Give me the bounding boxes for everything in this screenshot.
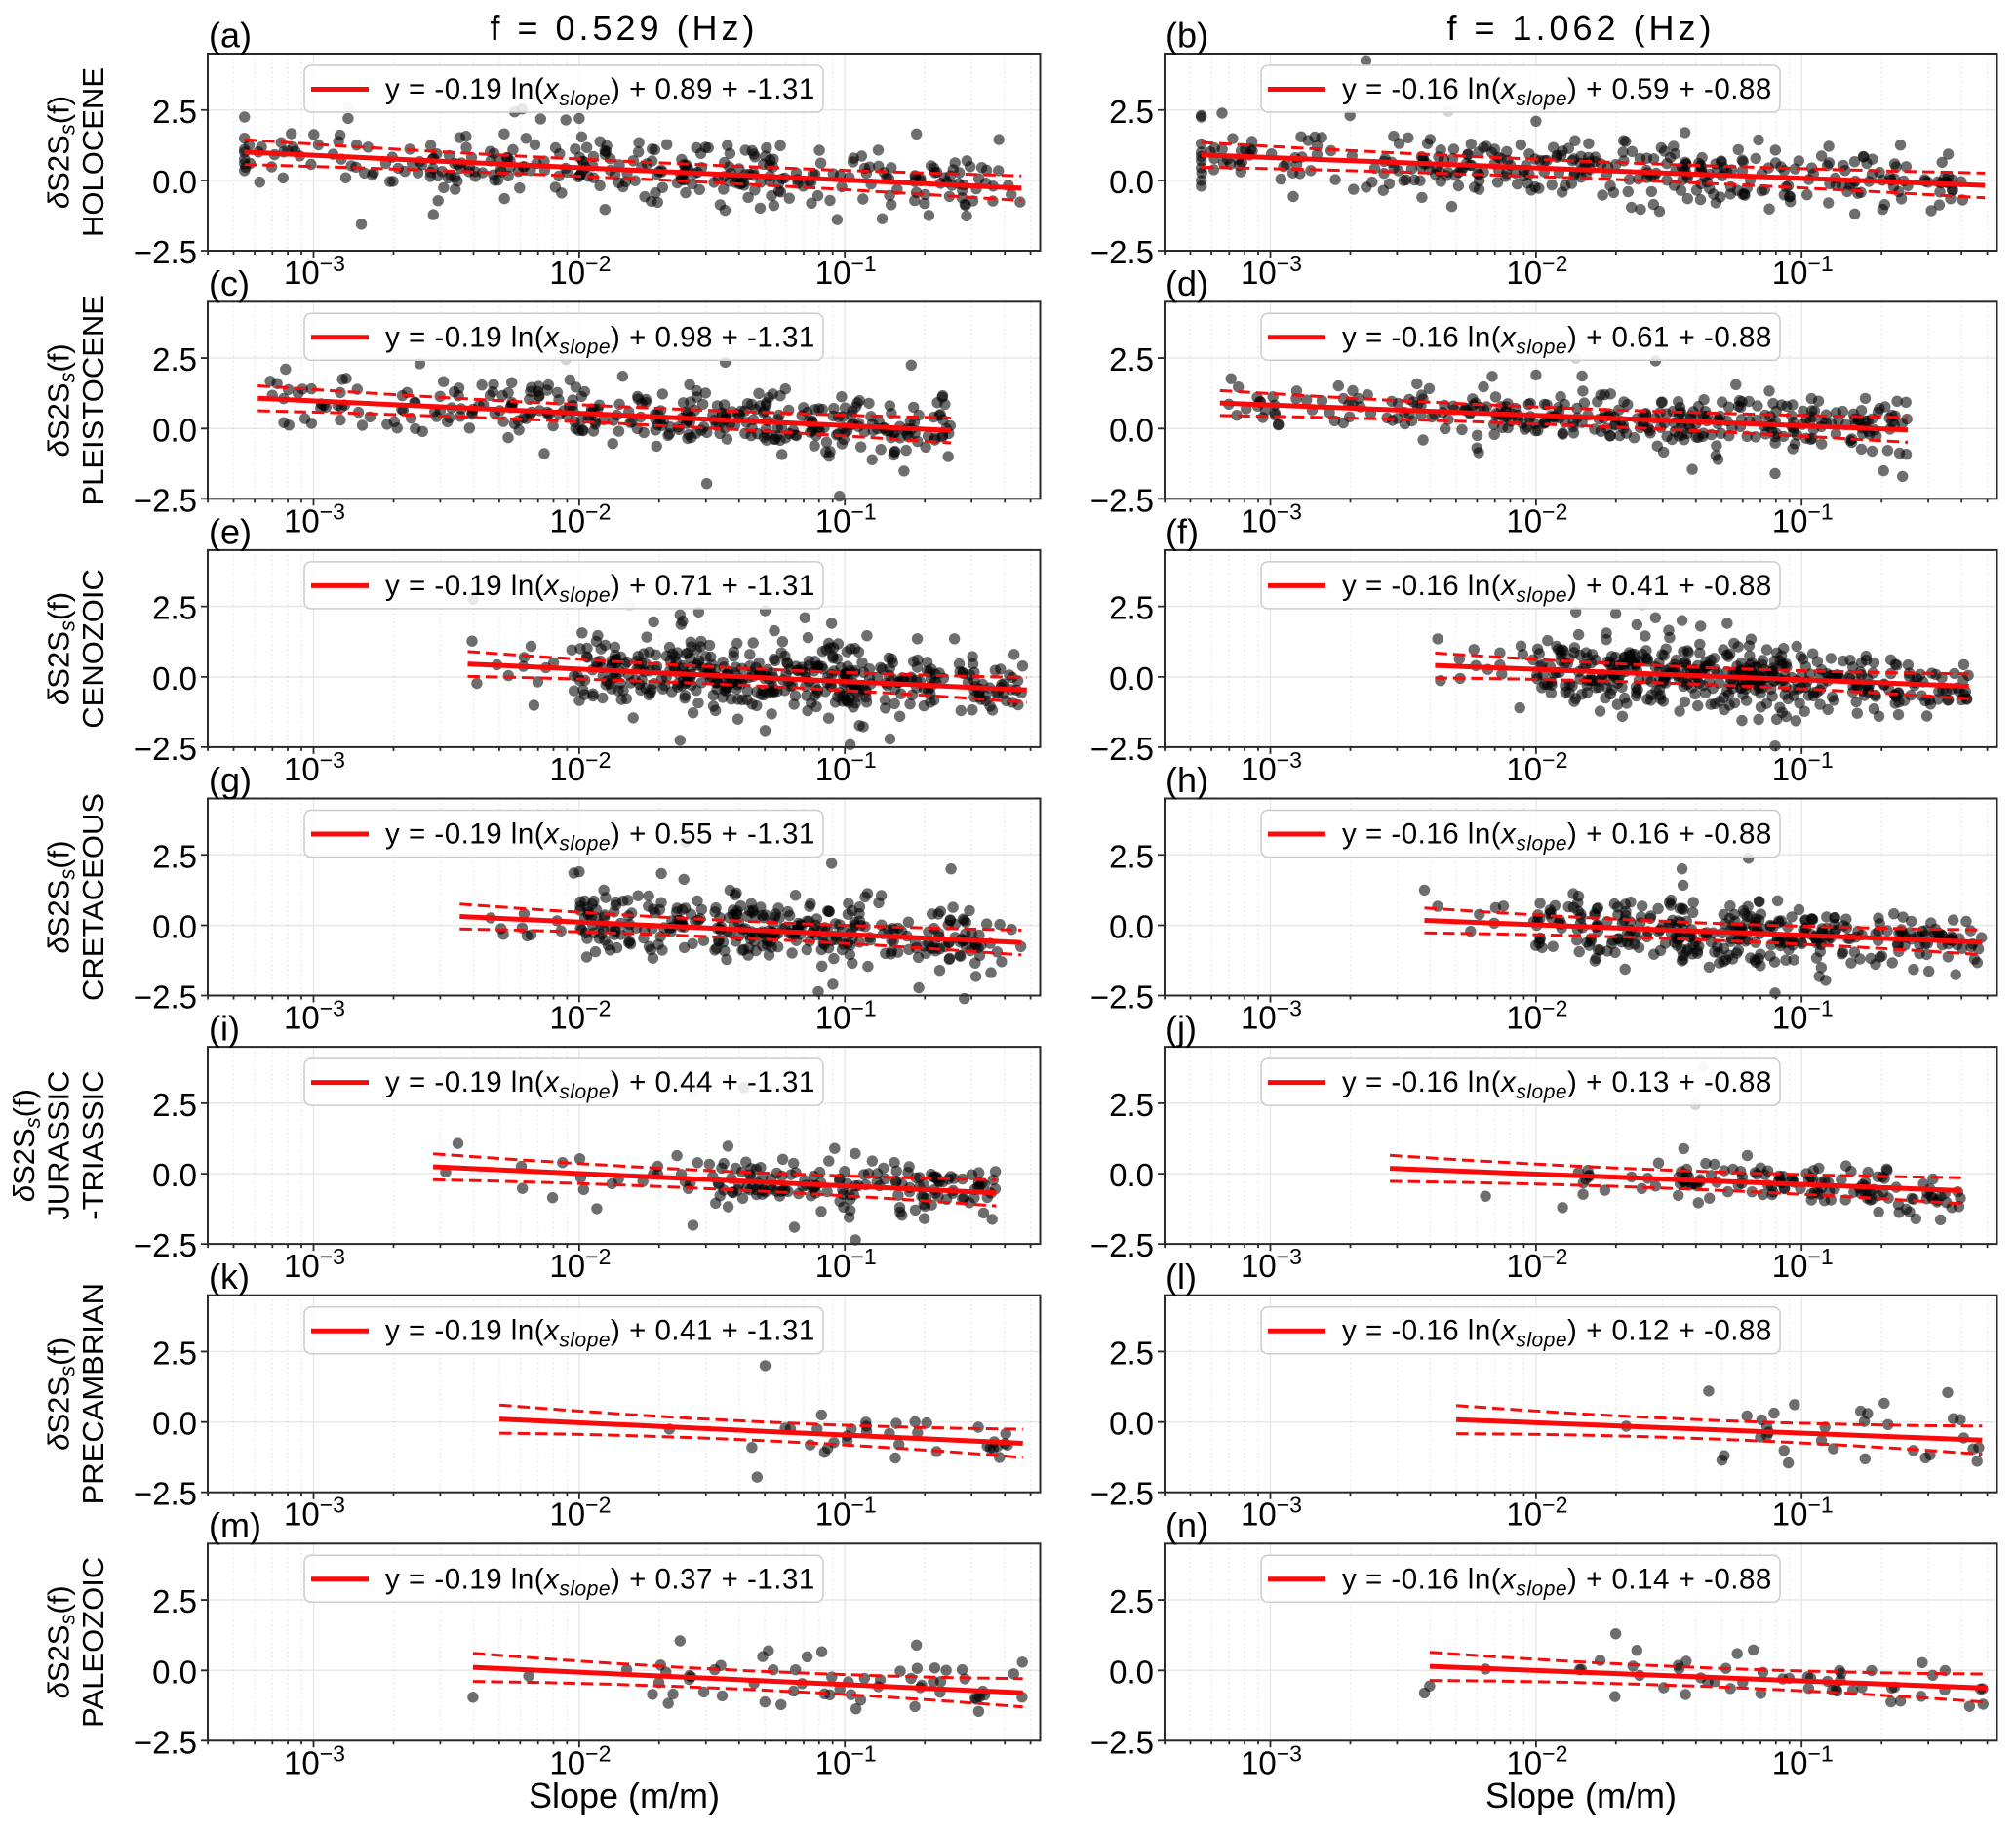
svg-text:2.5: 2.5 <box>1109 590 1154 626</box>
svg-text:−2.5: −2.5 <box>1090 1476 1154 1512</box>
svg-text:−2.5: −2.5 <box>1090 1227 1154 1263</box>
svg-text:−2.5: −2.5 <box>134 234 197 270</box>
svg-text:2.5: 2.5 <box>152 590 197 626</box>
svg-text:δS2Ss(f): δS2Ss(f) <box>42 1585 80 1698</box>
svg-text:δS2Ss(f): δS2Ss(f) <box>42 1337 80 1451</box>
svg-text:10−2: 10−2 <box>549 1244 611 1284</box>
svg-text:0.0: 0.0 <box>1109 1157 1154 1193</box>
svg-text:10−1: 10−1 <box>1772 1493 1834 1533</box>
svg-text:(j): (j) <box>1166 1009 1197 1049</box>
svg-text:2.5: 2.5 <box>1109 1583 1154 1619</box>
svg-text:0.0: 0.0 <box>152 164 197 200</box>
svg-text:0.0: 0.0 <box>152 909 197 945</box>
svg-text:10−1: 10−1 <box>1772 1244 1834 1284</box>
svg-text:2.5: 2.5 <box>1109 1336 1154 1372</box>
svg-text:2.5: 2.5 <box>152 94 197 130</box>
svg-text:(d): (d) <box>1166 263 1208 303</box>
svg-text:−2.5: −2.5 <box>134 482 197 518</box>
svg-text:0.0: 0.0 <box>1109 660 1154 697</box>
svg-text:10−3: 10−3 <box>1241 499 1302 539</box>
svg-text:−2.5: −2.5 <box>134 731 197 767</box>
svg-text:f = 1.062 (Hz): f = 1.062 (Hz) <box>1446 8 1715 48</box>
svg-text:0.0: 0.0 <box>1109 909 1154 945</box>
svg-text:10−3: 10−3 <box>1241 1493 1302 1533</box>
svg-text:(c): (c) <box>209 263 250 303</box>
svg-text:10−1: 10−1 <box>815 747 877 787</box>
svg-text:0.0: 0.0 <box>152 1157 197 1193</box>
svg-text:0.0: 0.0 <box>152 660 197 697</box>
svg-text:CRETACEOUS: CRETACEOUS <box>76 793 110 1001</box>
svg-text:2.5: 2.5 <box>1109 94 1154 130</box>
svg-text:10−1: 10−1 <box>1772 747 1834 787</box>
svg-text:0.0: 0.0 <box>1109 164 1154 200</box>
svg-text:PLEISTOCENE: PLEISTOCENE <box>76 295 110 506</box>
svg-text:0.0: 0.0 <box>1109 1406 1154 1442</box>
svg-text:(l): (l) <box>1166 1257 1197 1296</box>
svg-text:(e): (e) <box>209 511 252 551</box>
svg-text:10−2: 10−2 <box>1506 996 1567 1036</box>
svg-text:10−2: 10−2 <box>1506 499 1567 539</box>
svg-text:y = -0.19 ln(xslope) + 0.89 +: y = -0.19 ln(xslope) + 0.89 + -1.31 <box>385 73 815 110</box>
svg-text:y = -0.19 ln(xslope) + 0.41 +: y = -0.19 ln(xslope) + 0.41 + -1.31 <box>385 1315 815 1352</box>
svg-text:2.5: 2.5 <box>1109 838 1154 874</box>
svg-text:PALEOZOIC: PALEOZOIC <box>76 1557 110 1728</box>
svg-text:Slope (m/m): Slope (m/m) <box>529 1775 720 1815</box>
svg-text:(h): (h) <box>1166 760 1208 800</box>
svg-text:(n): (n) <box>1166 1505 1208 1545</box>
svg-text:−2.5: −2.5 <box>1090 1724 1154 1760</box>
svg-text:−2.5: −2.5 <box>134 1476 197 1512</box>
svg-text:10−3: 10−3 <box>284 747 345 787</box>
svg-text:HOLOCENE: HOLOCENE <box>76 67 110 237</box>
svg-text:-TRIASSIC: -TRIASSIC <box>76 1070 110 1219</box>
svg-text:y = -0.16 ln(xslope) + 0.14 +: y = -0.16 ln(xslope) + 0.14 + -0.88 <box>1342 1563 1772 1600</box>
svg-text:f = 0.529 (Hz): f = 0.529 (Hz) <box>490 8 758 48</box>
svg-text:(i): (i) <box>209 1009 240 1049</box>
svg-text:(m): (m) <box>209 1505 261 1545</box>
svg-text:δS2Ss(f): δS2Ss(f) <box>42 592 80 705</box>
svg-text:(f): (f) <box>1166 511 1199 551</box>
svg-text:CENOZOIC: CENOZOIC <box>76 569 110 729</box>
svg-text:−2.5: −2.5 <box>134 1227 197 1263</box>
svg-text:δS2Ss(f): δS2Ss(f) <box>42 96 80 209</box>
svg-text:(g): (g) <box>209 760 252 800</box>
svg-text:Slope (m/m): Slope (m/m) <box>1485 1775 1677 1815</box>
svg-text:0.0: 0.0 <box>152 412 197 448</box>
svg-text:10−2: 10−2 <box>1506 1244 1567 1284</box>
svg-text:0.0: 0.0 <box>152 1406 197 1442</box>
svg-text:(a): (a) <box>209 16 252 56</box>
svg-text:δS2Ss(f): δS2Ss(f) <box>42 343 80 457</box>
svg-text:δS2Ss(f): δS2Ss(f) <box>7 1089 45 1202</box>
svg-text:PRECAMBRIAN: PRECAMBRIAN <box>76 1283 110 1504</box>
svg-text:10−3: 10−3 <box>284 1493 345 1533</box>
svg-text:0.0: 0.0 <box>1109 1654 1154 1690</box>
svg-text:−2.5: −2.5 <box>1090 979 1154 1016</box>
svg-text:2.5: 2.5 <box>1109 1087 1154 1123</box>
svg-text:0.0: 0.0 <box>1109 412 1154 448</box>
svg-text:2.5: 2.5 <box>152 1087 197 1123</box>
svg-text:2.5: 2.5 <box>152 1336 197 1372</box>
svg-text:2.5: 2.5 <box>1109 341 1154 378</box>
svg-text:δS2Ss(f): δS2Ss(f) <box>42 840 80 953</box>
svg-text:−2.5: −2.5 <box>1090 234 1154 270</box>
svg-text:JURASSIC: JURASSIC <box>42 1070 76 1219</box>
svg-text:−2.5: −2.5 <box>134 1724 197 1760</box>
svg-text:2.5: 2.5 <box>152 341 197 378</box>
svg-text:−2.5: −2.5 <box>1090 482 1154 518</box>
svg-text:2.5: 2.5 <box>152 1583 197 1619</box>
svg-text:2.5: 2.5 <box>152 838 197 874</box>
svg-text:(k): (k) <box>209 1257 250 1296</box>
svg-text:(b): (b) <box>1166 16 1208 56</box>
svg-text:−2.5: −2.5 <box>1090 731 1154 767</box>
svg-text:0.0: 0.0 <box>152 1654 197 1690</box>
svg-text:−2.5: −2.5 <box>134 979 197 1016</box>
